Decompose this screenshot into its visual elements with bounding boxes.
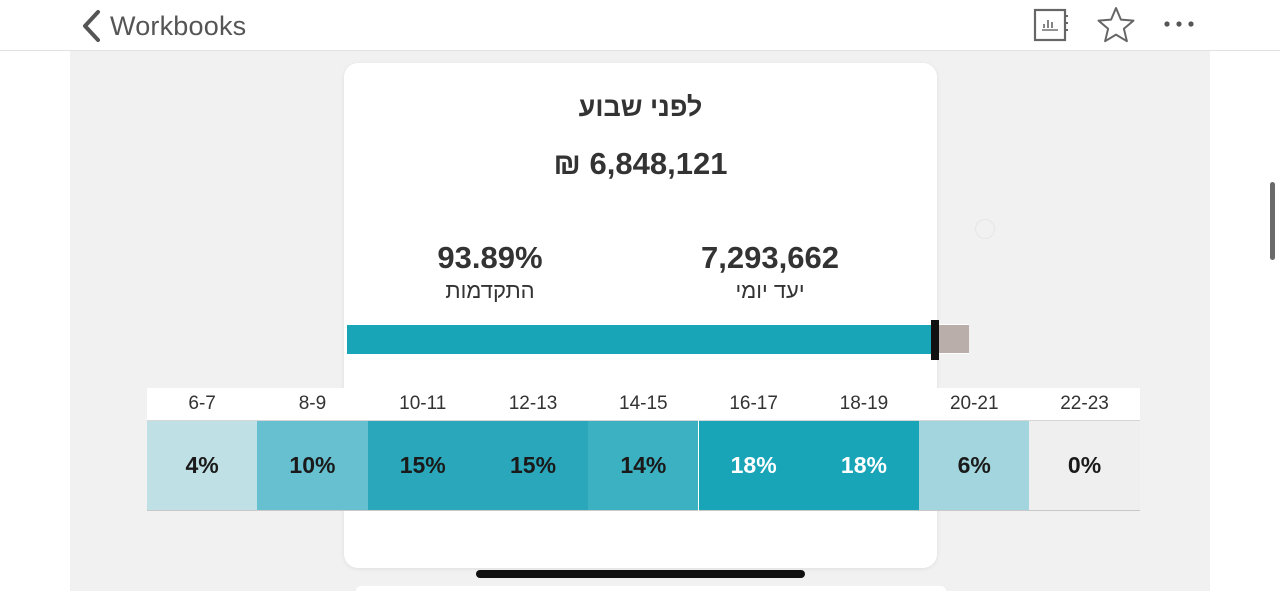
scrollbar[interactable] [1270, 182, 1275, 260]
progress-remainder [939, 325, 969, 353]
top-bar: Workbooks [0, 0, 1280, 51]
data-guide-icon [1033, 8, 1068, 42]
heatmap-cell[interactable]: 18% [808, 421, 920, 511]
more-button[interactable] [1162, 14, 1196, 39]
heatmap-cell[interactable]: 14% [588, 421, 699, 511]
target-label: יעד יומי [735, 278, 805, 303]
progress-fill [347, 325, 931, 354]
heatmap-column[interactable]: 22-23 0% [1029, 388, 1140, 511]
heatmap-hour-label: 22-23 [1029, 388, 1140, 421]
heatmap-hour-label: 12-13 [477, 388, 589, 421]
heatmap-column[interactable]: 6-7 4% [147, 388, 258, 511]
heatmap-cell[interactable]: 15% [367, 421, 478, 511]
chevron-left-icon [83, 10, 100, 42]
heatmap-hour-label: 16-17 [698, 388, 809, 421]
more-icon [1164, 21, 1194, 27]
heatmap-hour-label: 6-7 [147, 388, 258, 421]
home-indicator[interactable] [476, 570, 805, 578]
progress-metric: 93.89% התקדמות [400, 240, 580, 304]
heatmap-column[interactable]: 14-15 14% [588, 388, 699, 511]
favorite-button[interactable] [1096, 5, 1136, 50]
heatmap-column[interactable]: 18-19 18% [808, 388, 920, 511]
progress-label: התקדמות [445, 278, 535, 303]
heatmap-column[interactable]: 8-9 10% [257, 388, 368, 511]
progress-marker [931, 320, 939, 360]
hourly-heatmap: 6-7 4% 8-9 10% 10-11 15% 12-13 15% 14-15 14% 16-17… [147, 388, 1140, 511]
heatmap-cell[interactable]: 18% [698, 421, 809, 511]
heatmap-hour-label: 18-19 [808, 388, 920, 421]
close-icon[interactable] [975, 219, 995, 239]
sales-total: ₪ 6,848,121 [553, 146, 728, 181]
target-value: 7,293,662 [701, 240, 839, 275]
target-metric: 7,293,662 יעד יומי [680, 240, 860, 304]
heatmap-cell[interactable]: 6% [919, 421, 1030, 511]
heatmap-cell[interactable]: 10% [257, 421, 368, 511]
heatmap-column[interactable]: 20-21 6% [919, 388, 1030, 511]
heatmap-cell[interactable]: 4% [147, 421, 258, 511]
heatmap-cell[interactable]: 15% [477, 421, 589, 511]
data-guide-button[interactable] [1032, 6, 1070, 49]
progress-value: 93.89% [437, 240, 543, 275]
star-icon [1097, 7, 1135, 43]
back-label: Workbooks [110, 10, 247, 41]
heatmap-hour-label: 20-21 [919, 388, 1030, 421]
card-title: לפני שבוע [578, 92, 703, 122]
back-button[interactable]: Workbooks [80, 8, 246, 44]
heatmap-column[interactable]: 12-13 15% [477, 388, 589, 511]
next-card-edge [356, 586, 946, 596]
heatmap-hour-label: 10-11 [367, 388, 478, 421]
heatmap-column[interactable]: 16-17 18% [698, 388, 809, 511]
heatmap-cell[interactable]: 0% [1029, 421, 1140, 511]
progress-bar [347, 320, 969, 360]
heatmap-hour-label: 14-15 [588, 388, 699, 421]
heatmap-column[interactable]: 10-11 15% [367, 388, 478, 511]
heatmap-hour-label: 8-9 [257, 388, 368, 421]
